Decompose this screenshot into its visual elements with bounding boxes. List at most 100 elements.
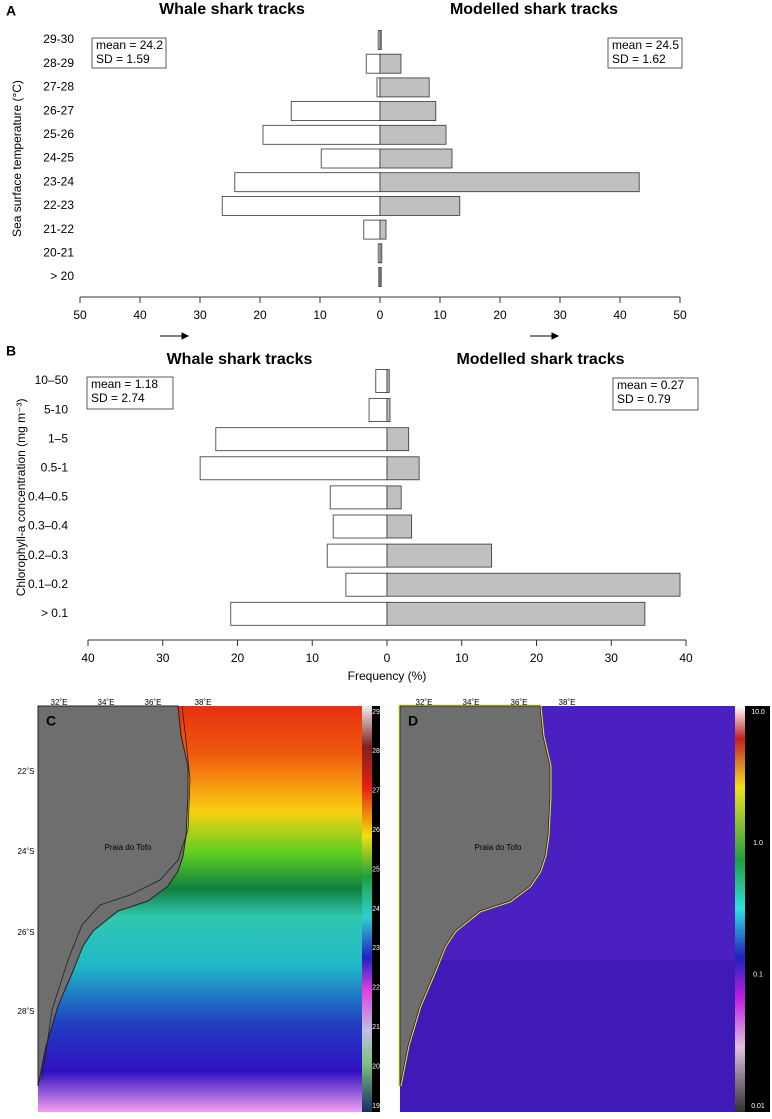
x-tick-label: 20: [253, 308, 267, 322]
x-tick-label: 40: [133, 308, 147, 322]
category-label: > 20: [50, 269, 74, 283]
bar: [379, 77, 430, 98]
panel-letter: A: [6, 3, 16, 19]
x-tick-label: 10: [313, 308, 327, 322]
series-title: Whale shark tracks: [167, 351, 313, 368]
colorbar-label: 24: [372, 906, 380, 913]
colorbar-label: 0.1: [753, 972, 763, 979]
bar: [379, 148, 453, 169]
stats-box: [607, 37, 683, 69]
category-label: 26-27: [43, 103, 74, 117]
x-tick-label: 20: [231, 651, 245, 665]
chl-field: [400, 960, 735, 1112]
place-label: Praia do Tofo: [105, 843, 153, 852]
bar: [215, 427, 388, 452]
stats-text: SD = 1.62: [612, 52, 666, 66]
x-tick-label: 0: [384, 651, 391, 665]
y-axis-title: Sea surface temperature (°C): [10, 80, 24, 237]
lon-label: 38˚E: [195, 698, 212, 707]
category-label: 25-26: [43, 127, 74, 141]
arrow-head: [551, 332, 560, 340]
category-label: 23-24: [43, 174, 74, 188]
colorbar: [362, 706, 372, 1112]
bar: [375, 369, 388, 393]
bar: [230, 601, 388, 626]
stats-text: SD = 0.79: [617, 392, 671, 406]
bar: [262, 124, 381, 145]
x-tick-label: 40: [81, 651, 95, 665]
category-label: 22-23: [43, 198, 74, 212]
x-tick-label: 10: [455, 651, 469, 665]
x-tick-label: 20: [493, 308, 507, 322]
bar: [379, 30, 382, 50]
x-axis-title: Frequency (%): [348, 669, 427, 683]
category-label: 20-21: [43, 245, 74, 259]
category-label: 0.2–0.3: [28, 548, 68, 562]
colorbar-label: 26: [372, 827, 380, 834]
x-tick-label: 10: [306, 651, 320, 665]
series-title: Modelled shark tracks: [450, 1, 618, 18]
stats-text: mean = 0.27: [617, 378, 684, 392]
bar: [379, 172, 640, 193]
colorbar-label: 22: [372, 985, 380, 992]
lon-label: 38˚E: [559, 698, 576, 707]
bar: [345, 572, 388, 597]
direction-arrows: [160, 332, 560, 340]
category-label: 0.5-1: [41, 460, 69, 474]
place-label: Praia do Tofo: [475, 843, 523, 852]
bar: [379, 101, 437, 121]
bar: [320, 148, 381, 169]
category-label: 29-30: [43, 32, 74, 46]
map-c: C Praia do Tofo 32˚E 34˚E 36˚E 38˚E 22˚S…: [18, 698, 380, 1112]
category-label: 10–50: [35, 373, 69, 387]
category-label: 24-25: [43, 151, 74, 165]
lon-label: 32˚E: [416, 698, 433, 707]
bar: [363, 219, 381, 240]
bar: [329, 485, 388, 510]
lat-label: 26˚S: [18, 928, 35, 937]
bar: [386, 485, 402, 510]
stats-text: mean = 24.5: [612, 38, 679, 52]
stats-box: [612, 377, 699, 411]
lon-label: 36˚E: [511, 698, 528, 707]
colorbar-label: 10.0: [751, 709, 765, 716]
colorbar-frame: [372, 706, 380, 1112]
lon-label: 36˚E: [145, 698, 162, 707]
colorbar-label: 19: [372, 1103, 380, 1110]
bar: [290, 101, 381, 121]
colorbar-label: 1.0: [753, 840, 763, 847]
y-axis-title: Chlorophyll-a concentration (mg m⁻³): [14, 399, 28, 597]
bar: [386, 543, 493, 568]
lon-label: 34˚E: [463, 698, 480, 707]
isobath: [41, 705, 191, 1081]
bar: [379, 53, 402, 74]
bar: [379, 219, 387, 240]
lon-label: 34˚E: [98, 698, 115, 707]
series-title: Whale shark tracks: [159, 1, 305, 18]
colorbar-label: 25: [372, 866, 380, 873]
bar: [386, 427, 410, 452]
bar: [386, 514, 413, 539]
lat-label: 24˚S: [18, 847, 35, 856]
category-label: 0.4–0.5: [28, 490, 68, 504]
category-label: 0.1–0.2: [28, 577, 68, 591]
colorbar-label: 28: [372, 748, 380, 755]
x-tick-label: 10: [433, 308, 447, 322]
x-tick-label: 30: [156, 651, 170, 665]
bar: [221, 195, 381, 216]
bar: [379, 195, 461, 216]
bar: [234, 172, 381, 193]
lon-label: 32˚E: [51, 698, 68, 707]
colorbar-label: 20: [372, 1063, 380, 1070]
bar: [365, 53, 381, 74]
bar: [386, 398, 391, 423]
bar: [386, 456, 420, 481]
x-tick-label: 40: [679, 651, 693, 665]
stats-box: [91, 37, 167, 69]
panel-letter: B: [6, 343, 16, 359]
colorbar-label: 23: [372, 945, 380, 952]
category-label: > 0.1: [41, 606, 68, 620]
bar: [326, 543, 388, 568]
panel-letter: D: [408, 713, 418, 729]
